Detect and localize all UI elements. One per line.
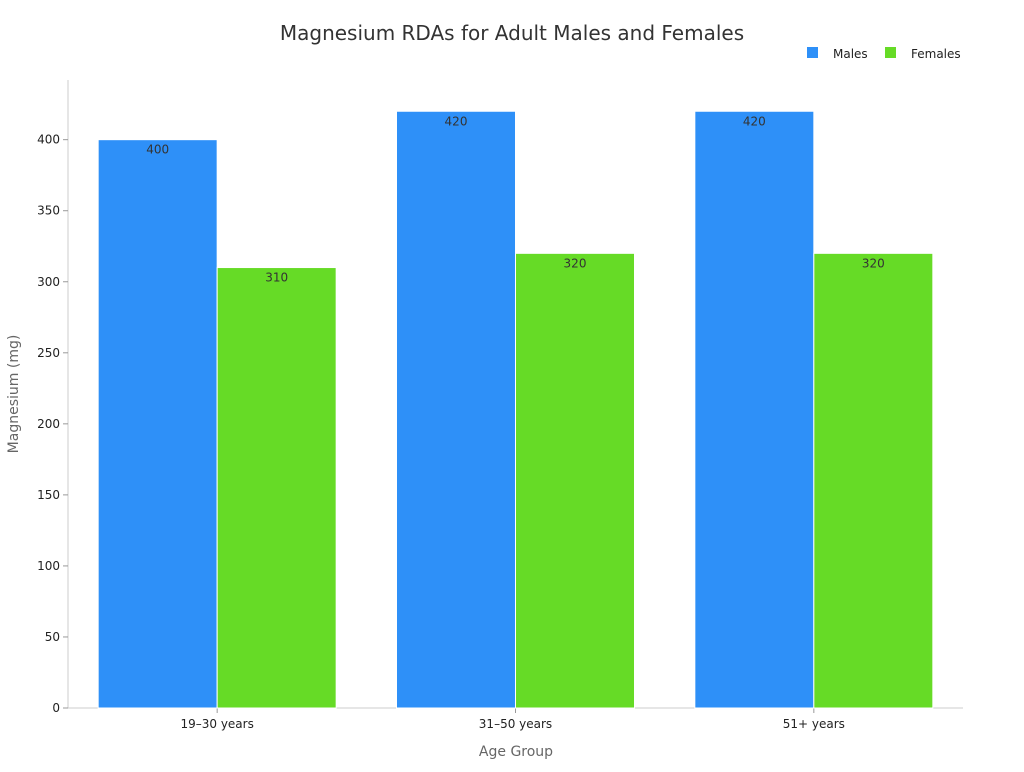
data-label: 400 <box>146 143 169 157</box>
bar-males[interactable] <box>97 139 218 709</box>
bar-females[interactable] <box>515 252 635 709</box>
x-axis-label: Age Group <box>479 744 553 760</box>
y-axis-label: Magnesium (mg) <box>6 335 22 454</box>
y-tick-label: 100 <box>37 559 60 573</box>
x-tick-label: 51+ years <box>783 717 845 731</box>
data-label: 420 <box>743 114 766 128</box>
y-tick-label: 0 <box>52 701 60 715</box>
y-tick-label: 300 <box>37 275 60 289</box>
y-tick-label: 200 <box>37 417 60 431</box>
bar-males[interactable] <box>396 110 516 709</box>
y-tick-label: 400 <box>37 133 60 147</box>
legend: Males Females <box>807 47 961 61</box>
axes: 0 50 100 150 200 250 300 350 400 19–30 years 31–50… <box>37 80 963 731</box>
bars: 400 310 420 320 420 320 <box>97 110 934 709</box>
bar-males[interactable] <box>694 110 815 709</box>
legend-label: Females <box>911 47 961 61</box>
data-label: 320 <box>862 256 885 270</box>
data-label: 420 <box>445 114 468 128</box>
chart-title: Magnesium RDAs for Adult Males and Femal… <box>280 21 744 45</box>
legend-swatch-females <box>885 47 896 58</box>
y-tick-label: 250 <box>37 346 60 360</box>
x-tick-label: 31–50 years <box>479 717 552 731</box>
y-tick-label: 350 <box>37 204 60 218</box>
x-tick-label: 19–30 years <box>180 717 253 731</box>
legend-swatch-males <box>807 47 818 58</box>
bar-females[interactable] <box>216 267 337 709</box>
data-label: 310 <box>265 271 288 285</box>
data-label: 320 <box>564 256 587 270</box>
y-tick-label: 150 <box>37 488 60 502</box>
y-tick-label: 50 <box>45 630 60 644</box>
bar-females[interactable] <box>813 252 934 709</box>
legend-label: Males <box>833 47 868 61</box>
